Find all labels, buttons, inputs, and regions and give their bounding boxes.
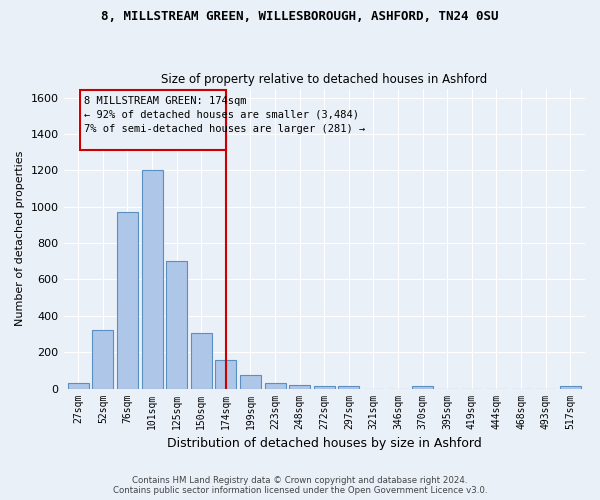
Bar bbox=[412, 386, 433, 388]
Text: Contains HM Land Registry data © Crown copyright and database right 2024.
Contai: Contains HM Land Registry data © Crown c… bbox=[113, 476, 487, 495]
Bar bbox=[215, 360, 236, 388]
Bar bbox=[166, 262, 187, 388]
Text: 8 MILLSTREAM GREEN: 174sqm
← 92% of detached houses are smaller (3,484)
7% of se: 8 MILLSTREAM GREEN: 174sqm ← 92% of deta… bbox=[84, 96, 365, 134]
Bar bbox=[265, 383, 286, 388]
Bar bbox=[68, 383, 89, 388]
Bar bbox=[92, 330, 113, 388]
Bar bbox=[191, 333, 212, 388]
Bar bbox=[314, 386, 335, 388]
Bar bbox=[240, 375, 261, 388]
Bar bbox=[560, 386, 581, 388]
Bar bbox=[117, 212, 138, 388]
X-axis label: Distribution of detached houses by size in Ashford: Distribution of detached houses by size … bbox=[167, 437, 482, 450]
Y-axis label: Number of detached properties: Number of detached properties bbox=[15, 151, 25, 326]
Bar bbox=[142, 170, 163, 388]
FancyBboxPatch shape bbox=[80, 90, 226, 150]
Title: Size of property relative to detached houses in Ashford: Size of property relative to detached ho… bbox=[161, 73, 487, 86]
Bar bbox=[338, 386, 359, 388]
Text: 8, MILLSTREAM GREEN, WILLESBOROUGH, ASHFORD, TN24 0SU: 8, MILLSTREAM GREEN, WILLESBOROUGH, ASHF… bbox=[101, 10, 499, 23]
Bar bbox=[289, 384, 310, 388]
